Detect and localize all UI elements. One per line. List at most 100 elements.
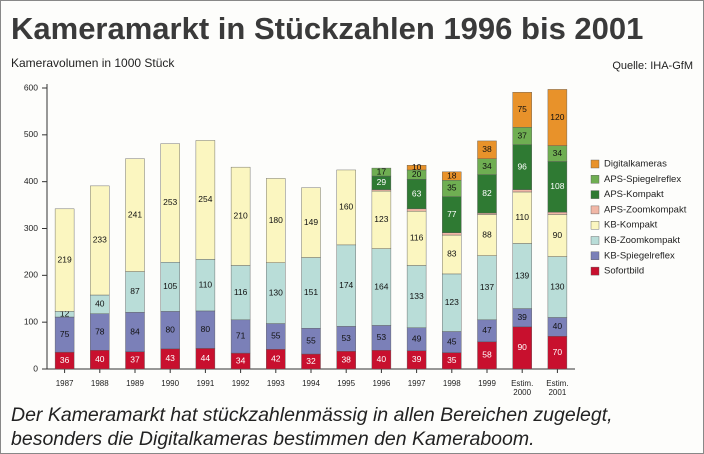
y-tick-label: 300 xyxy=(24,223,38,233)
data-label: 47 xyxy=(482,325,492,335)
data-label: 40 xyxy=(95,354,105,364)
y-tick-label: 500 xyxy=(24,129,38,139)
data-label: 58 xyxy=(482,350,492,360)
x-tick-label: 1997 xyxy=(407,379,426,388)
data-label: 39 xyxy=(517,312,527,322)
data-label: 108 xyxy=(550,181,564,191)
bar-segment xyxy=(54,208,75,312)
legend-label: KB-Kompakt xyxy=(604,220,658,231)
bar-segment xyxy=(301,187,321,258)
data-label: 88 xyxy=(482,229,492,239)
data-label: 36 xyxy=(60,355,70,365)
bar-segment xyxy=(547,211,568,215)
data-label: 96 xyxy=(517,161,527,171)
x-tick-label: 1995 xyxy=(337,379,356,388)
data-label: 53 xyxy=(377,332,387,342)
legend-label: KB-Spiegelreflex xyxy=(604,250,675,261)
bar-segment xyxy=(477,212,497,215)
data-label: 254 xyxy=(198,194,212,204)
bar-segment xyxy=(512,92,532,128)
x-tick-label: 1992 xyxy=(231,379,250,388)
data-label: 42 xyxy=(271,353,281,363)
data-label: 110 xyxy=(515,212,529,222)
data-label: 71 xyxy=(236,331,246,341)
data-label: 123 xyxy=(374,214,388,224)
x-tick-label: 1993 xyxy=(266,379,285,388)
bar-segment xyxy=(336,169,356,246)
data-label: 116 xyxy=(234,287,248,297)
data-label: 180 xyxy=(269,215,283,225)
bar-segment xyxy=(230,166,251,266)
data-label: 90 xyxy=(553,230,563,240)
data-label: 38 xyxy=(341,354,351,364)
data-label: 105 xyxy=(163,281,177,291)
x-tick-label: 1988 xyxy=(90,379,109,388)
data-label: 83 xyxy=(447,249,457,259)
legend-swatch xyxy=(590,236,600,245)
data-label: 34 xyxy=(236,355,246,365)
data-label: 37 xyxy=(517,130,527,140)
data-label: 120 xyxy=(550,112,564,122)
data-label: 34 xyxy=(482,161,492,171)
legend-label: APS-Zoomkompakt xyxy=(604,204,687,215)
x-tick-label: 1994 xyxy=(302,379,320,388)
data-label: 80 xyxy=(201,324,211,334)
data-label: 17 xyxy=(377,166,387,176)
data-label: 139 xyxy=(515,270,529,280)
data-label: 45 xyxy=(447,336,457,346)
data-label: 137 xyxy=(480,282,494,292)
data-label: 18 xyxy=(447,170,457,180)
y-tick-label: 200 xyxy=(24,270,38,280)
x-tick-label: 1998 xyxy=(442,379,461,388)
legend-label: Digitalkameras xyxy=(604,159,667,170)
x-tick-label: Estim. 2000 xyxy=(511,379,534,397)
bar-segment xyxy=(371,189,392,192)
data-label: 40 xyxy=(553,321,563,331)
data-label: 253 xyxy=(163,197,177,207)
data-label: 116 xyxy=(410,233,424,243)
data-label: 20 xyxy=(412,169,422,179)
x-tick-label: 1991 xyxy=(196,379,215,388)
y-tick-label: 0 xyxy=(33,363,38,373)
x-tick-label: 1996 xyxy=(372,379,391,388)
data-label: 84 xyxy=(130,326,140,336)
bar-segment xyxy=(371,167,392,177)
data-label: 210 xyxy=(234,211,248,221)
legend-swatch xyxy=(590,220,600,230)
data-label: 40 xyxy=(95,299,105,309)
data-label: 38 xyxy=(482,144,492,154)
data-label: 53 xyxy=(341,333,351,343)
data-label: 164 xyxy=(374,281,388,291)
legend-swatch xyxy=(590,190,600,199)
data-label: 63 xyxy=(412,188,422,198)
bar-segment xyxy=(547,89,568,146)
legend-label: Sofortbild xyxy=(604,266,644,277)
chart-title: Kameramarkt in Stückzahlen 1996 bis 2001 xyxy=(11,11,643,46)
data-label: 44 xyxy=(201,353,211,363)
x-tick-label: Estim. 2001 xyxy=(546,379,569,397)
bar-segment xyxy=(442,232,462,236)
y-tick-label: 400 xyxy=(24,176,38,186)
y-tick-label: 100 xyxy=(24,316,38,326)
data-label: 130 xyxy=(550,281,564,291)
bar-segment xyxy=(125,158,145,272)
data-label: 40 xyxy=(377,354,387,364)
bar-segment xyxy=(195,140,216,260)
x-tick-label: 1989 xyxy=(126,379,144,388)
bar-segment xyxy=(90,185,110,296)
x-tick-label: 1999 xyxy=(478,379,496,388)
data-label: 219 xyxy=(58,254,72,264)
data-label: 35 xyxy=(447,183,457,193)
data-label: 130 xyxy=(269,287,283,297)
data-label: 77 xyxy=(447,209,457,219)
data-label: 233 xyxy=(93,235,107,245)
data-label: 39 xyxy=(412,354,422,364)
data-label: 151 xyxy=(304,287,318,297)
x-tick-label: 1990 xyxy=(161,379,180,388)
bar-segment xyxy=(160,143,180,263)
data-label: 75 xyxy=(517,104,527,114)
legend-label: APS-Spiegelreflex xyxy=(604,174,681,185)
legend-label: KB-Zoomkompakt xyxy=(604,235,680,246)
